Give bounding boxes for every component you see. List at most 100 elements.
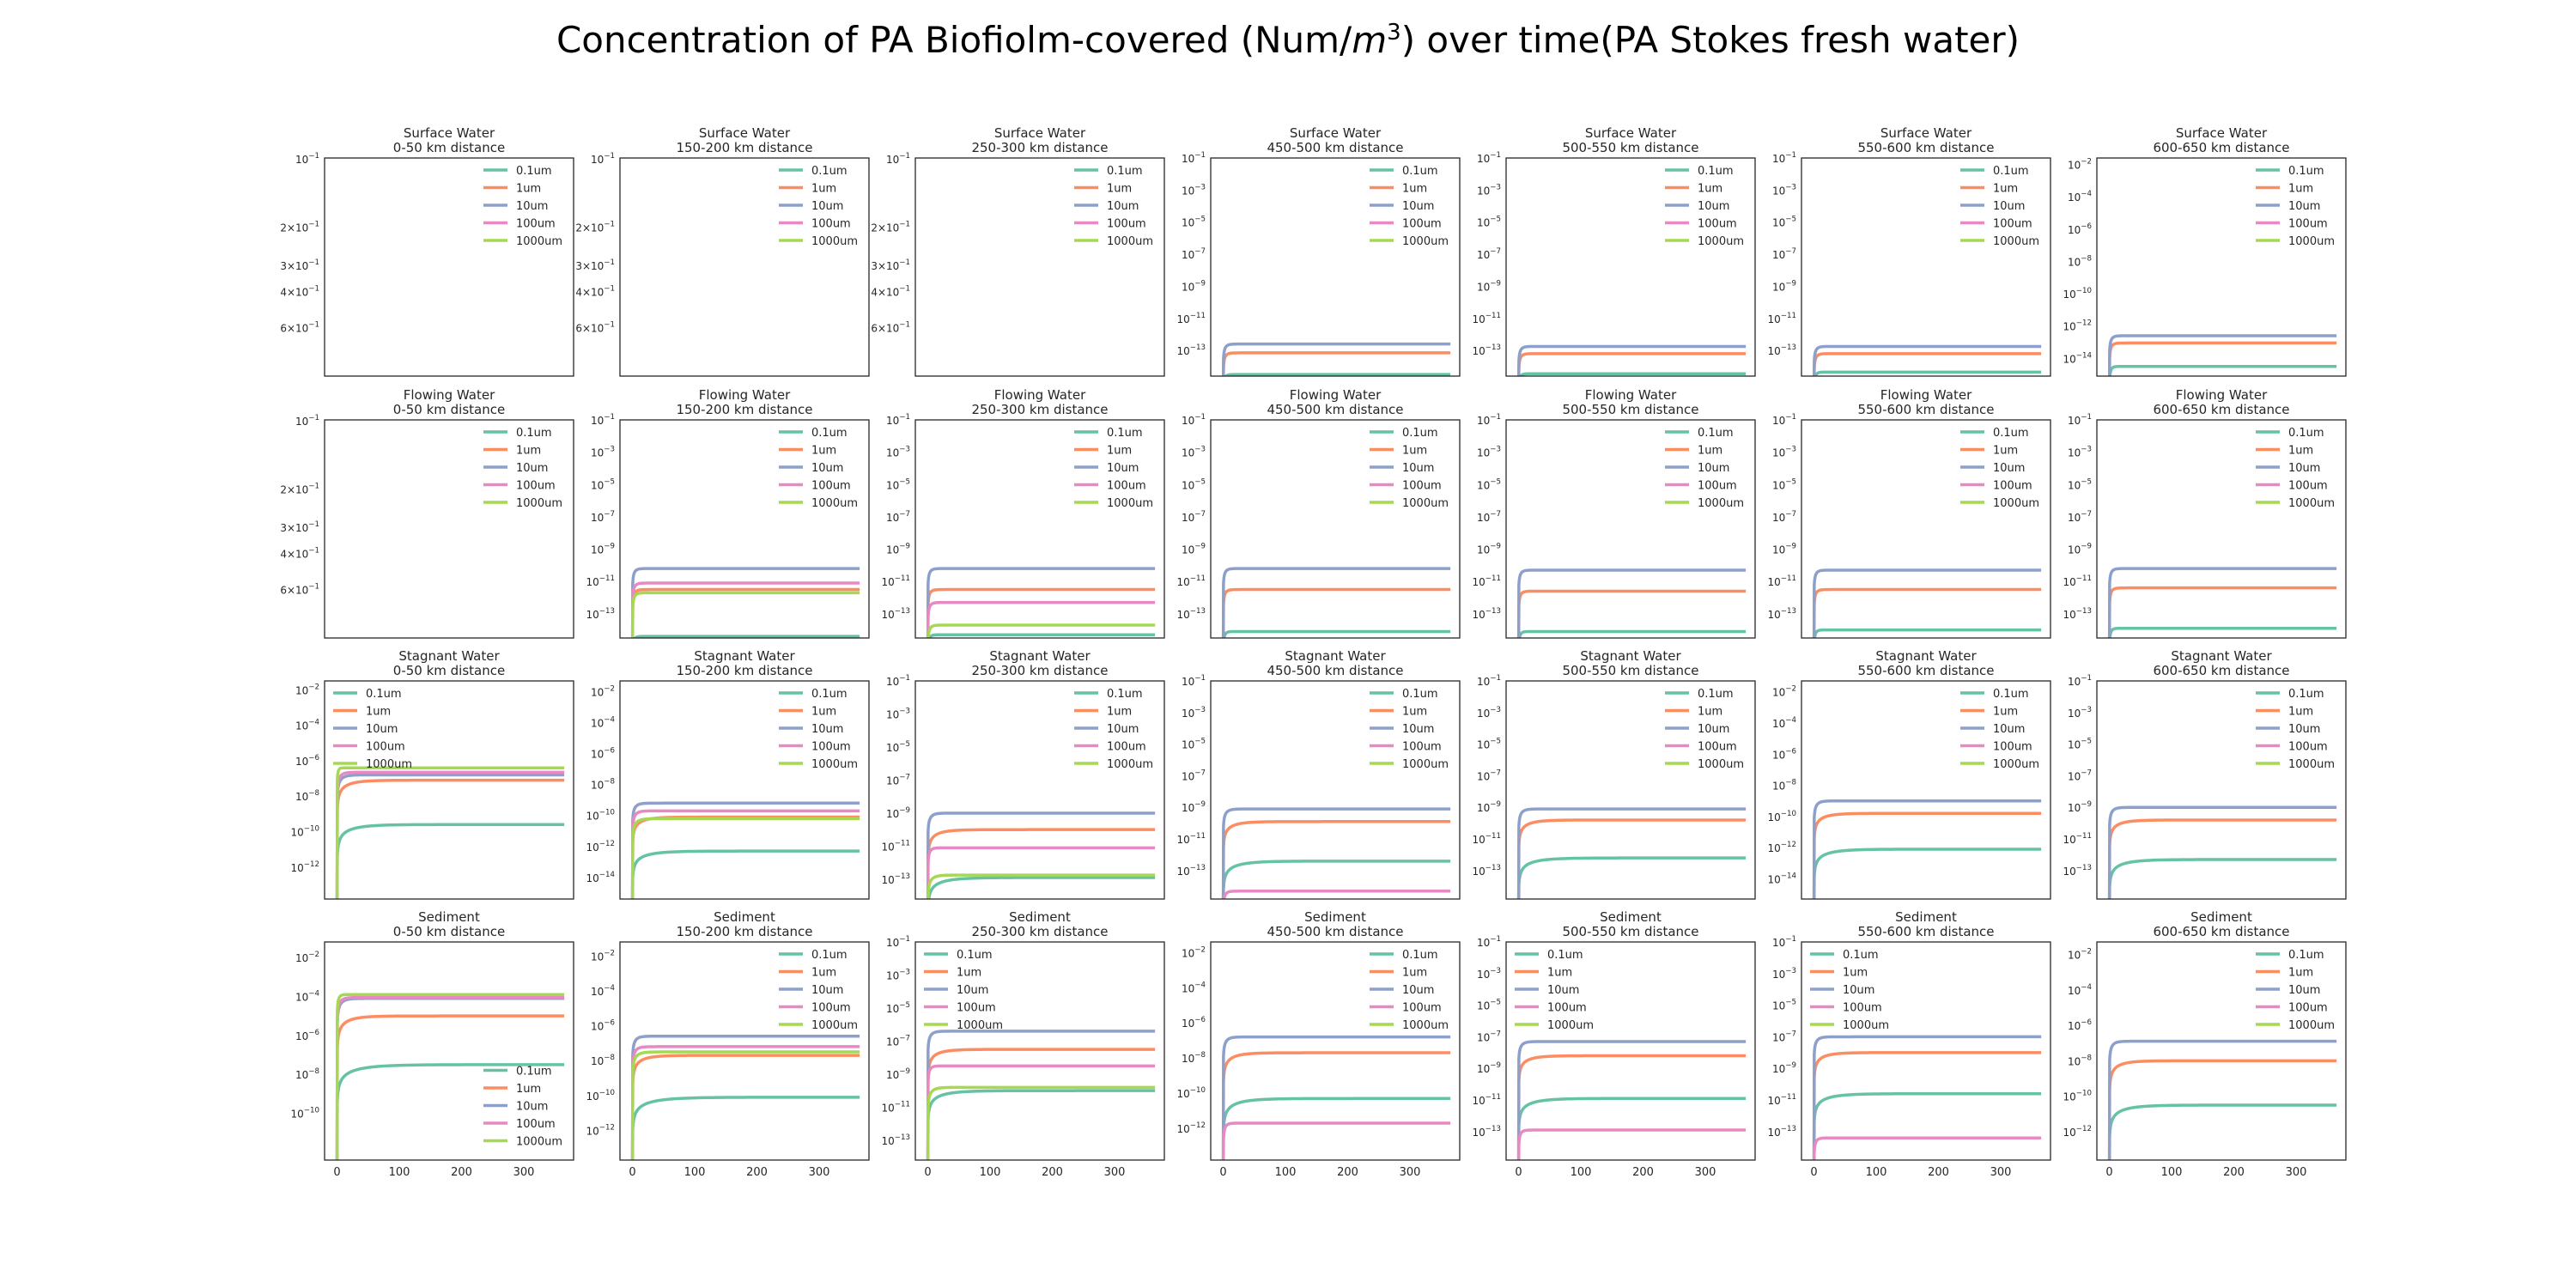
legend-label: 0.1um — [516, 1066, 552, 1078]
legend-label: 100um — [516, 480, 556, 493]
legend-label: 1000um — [1993, 235, 2039, 248]
legend-label: 100um — [1843, 1002, 1882, 1015]
legend-label: 0.1um — [811, 165, 848, 178]
y-tick-label: 10−11 — [882, 574, 910, 588]
legend-label: 0.1um — [1843, 949, 1879, 962]
panel-subtitle: 150-200 km distance — [676, 924, 812, 939]
legend-label: 1000um — [811, 497, 858, 510]
legend-label: 1um — [1698, 706, 1722, 719]
x-tick-label: 100 — [1866, 1166, 1887, 1179]
y-tick-label: 10−11 — [1473, 832, 1501, 846]
panel-title: Stagnant Water — [2171, 648, 2272, 664]
y-tick-label: 10−1 — [1477, 413, 1501, 427]
y-tick-label: 10−8 — [591, 778, 615, 792]
y-tick-label: 10−5 — [1477, 477, 1501, 491]
y-tick-label: 10−13 — [1473, 343, 1501, 357]
legend-label: 1um — [1107, 445, 1132, 458]
legend-label: 0.1um — [1107, 165, 1143, 178]
y-tick-label: 10−4 — [1182, 981, 1206, 994]
series-line-1um — [1222, 351, 1451, 376]
y-tick-label: 10−6 — [1182, 1016, 1206, 1030]
legend-label: 100um — [811, 741, 851, 754]
y-tick-label: 10−11 — [1768, 574, 1796, 588]
y-tick-label: 10−11 — [882, 839, 910, 853]
y-tick-label: 10−2 — [2068, 158, 2092, 172]
series-line-1um — [1221, 587, 1451, 638]
y-tick-label: 10−1 — [1477, 674, 1501, 688]
plot-frame — [619, 419, 870, 639]
legend-label: 0.1um — [957, 949, 993, 962]
y-tick-label: 3×10−1 — [575, 258, 615, 272]
series-line-100um — [1813, 1136, 2042, 1160]
panel-subtitle: 250-300 km distance — [971, 663, 1108, 678]
y-tick-label: 10−3 — [886, 446, 910, 459]
y-tick-label: 10−9 — [2068, 800, 2092, 814]
plot-frame — [619, 157, 870, 377]
legend-label: 100um — [1993, 480, 2032, 493]
legend-label: 100um — [2288, 480, 2328, 493]
y-tick-label: 10−9 — [1477, 1061, 1501, 1075]
legend-label: 1um — [1993, 706, 2018, 719]
y-tick-label: 10−13 — [1768, 1125, 1796, 1139]
y-tick-label: 10−13 — [882, 1133, 910, 1147]
x-tick-label: 0 — [1515, 1166, 1522, 1179]
legend-label: 1000um — [811, 235, 858, 248]
legend-label: 10um — [516, 200, 548, 213]
y-tick-label: 10−1 — [1772, 935, 1796, 949]
y-tick-label: 6×10−1 — [280, 321, 319, 335]
y-tick-label: 10−13 — [2063, 607, 2092, 621]
legend-label: 0.1um — [1107, 688, 1143, 701]
legend-label: 10um — [1107, 723, 1139, 736]
plot-frame — [1505, 680, 1756, 900]
legend-label: 10um — [811, 462, 843, 475]
legend-label: 1000um — [957, 1019, 1003, 1032]
series-line-0.1um — [1221, 1097, 1451, 1160]
y-tick-label: 10−12 — [586, 1123, 615, 1137]
series-line-1um — [2107, 1059, 2337, 1160]
y-tick-label: 10−5 — [1772, 216, 1796, 229]
series-group — [926, 567, 1156, 638]
legend-label: 0.1um — [2288, 427, 2324, 440]
x-tick-label: 200 — [451, 1166, 472, 1179]
x-tick-label: 300 — [2286, 1166, 2307, 1179]
plot-frame — [1210, 680, 1461, 900]
panel-subtitle: 450-500 km distance — [1267, 140, 1403, 155]
figure-title: Concentration of PA Biofiolm-covered (Nu… — [556, 19, 2020, 61]
y-tick-label: 10−9 — [1182, 543, 1206, 556]
plot-frame — [324, 157, 574, 377]
y-tick-label: 4×10−1 — [575, 284, 615, 298]
legend-label: 1000um — [1402, 235, 1449, 248]
y-tick-label: 10−11 — [1177, 832, 1206, 846]
x-tick-label: 200 — [2223, 1166, 2245, 1179]
legend-label: 0.1um — [2288, 165, 2324, 178]
x-tick-label: 100 — [2161, 1166, 2183, 1179]
legend-label: 0.1um — [811, 427, 848, 440]
series-line-100um — [927, 600, 1156, 638]
series-line-0.1um — [1224, 373, 1451, 376]
y-tick-label: 10−13 — [1768, 607, 1796, 621]
x-tick-label: 0 — [629, 1166, 635, 1179]
legend-label: 10um — [1107, 200, 1139, 213]
y-tick-label: 10−5 — [1772, 999, 1796, 1012]
series-line-100um — [630, 1045, 860, 1160]
series-group — [1516, 807, 1747, 899]
legend-label: 10um — [811, 200, 843, 213]
y-tick-label: 10−6 — [591, 1019, 615, 1033]
series-line-1000um — [630, 817, 860, 899]
legend-label: 10um — [2288, 984, 2320, 997]
legend-label: 100um — [1402, 480, 1442, 493]
plot-frame — [914, 680, 1165, 900]
y-tick-label: 10−11 — [1473, 1093, 1501, 1107]
series-line-0.1um — [2108, 1103, 2337, 1160]
panel-title: Surface Water — [1585, 125, 1677, 141]
y-tick-label: 10−10 — [586, 809, 615, 823]
y-tick-label: 10−7 — [2068, 510, 2092, 524]
y-tick-label: 10−5 — [1182, 738, 1206, 751]
y-tick-label: 10−3 — [1772, 967, 1796, 981]
